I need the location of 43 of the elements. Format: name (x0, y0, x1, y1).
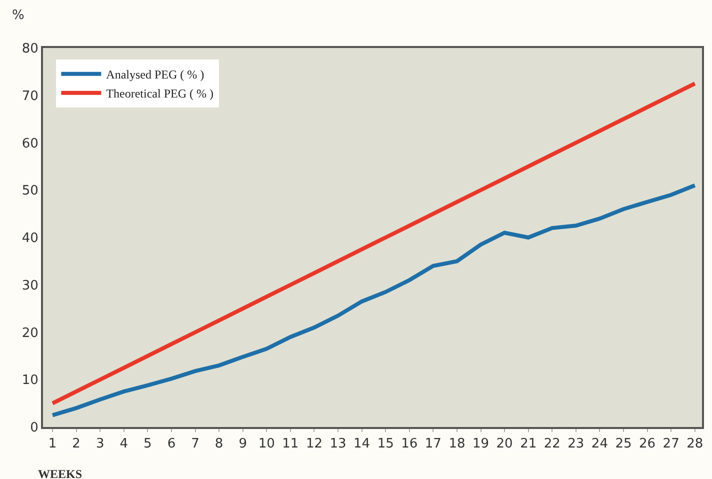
x-tick-label: 4 (120, 436, 128, 452)
line-series (50, 82, 697, 406)
x-tick-label: 28 (686, 436, 704, 452)
x-tick-label: 22 (544, 436, 560, 452)
x-tick-label: 25 (615, 436, 632, 452)
x-tick-label: 23 (568, 436, 584, 452)
x-tick-label: 7 (191, 436, 200, 452)
x-tick-label: 24 (591, 436, 608, 452)
x-tick-label: 10 (258, 436, 275, 452)
legend-label: Theoretical PEG ( % ) (106, 86, 214, 101)
x-tick-label: 19 (472, 436, 490, 452)
line-series (50, 183, 697, 418)
x-axis-title: WEEKS (38, 467, 82, 479)
x-tick-label: 21 (520, 436, 537, 452)
y-axis-title: % (12, 8, 24, 23)
x-tick-label: 11 (282, 436, 299, 452)
y-tick-label: 30 (22, 278, 38, 294)
y-tick-label: 50 (22, 184, 38, 199)
y-tick-label: 60 (22, 136, 38, 152)
x-tick-label: 14 (354, 436, 370, 452)
x-tick-label: 27 (662, 436, 680, 452)
y-tick-label: 40 (22, 231, 38, 246)
x-tick-label: 6 (167, 436, 176, 452)
y-tick-label: 0 (30, 420, 38, 436)
x-tick-label: 2 (72, 436, 80, 452)
x-tick-label: 12 (306, 436, 322, 452)
x-tick-label: 8 (214, 436, 224, 452)
x-tick-label: 18 (448, 436, 466, 452)
y-tick-label: 70 (22, 88, 38, 104)
y-tick-label: 80 (22, 42, 38, 57)
x-tick-label: 3 (96, 436, 104, 452)
x-tick-label: 15 (377, 436, 394, 452)
x-tick-label: 16 (401, 436, 418, 452)
x-tick-label: 13 (330, 436, 346, 452)
x-tick-label: 20 (496, 436, 513, 452)
x-tick-label: 1 (48, 436, 57, 452)
y-tick-label: 20 (22, 326, 38, 341)
x-tick-label: 5 (144, 436, 152, 452)
x-tick-label: 26 (639, 436, 656, 452)
x-tick-label: 9 (238, 436, 247, 452)
legend-label: Analysed PEG ( % ) (106, 68, 204, 82)
y-tick-label: 10 (22, 373, 38, 388)
x-tick-label: 17 (424, 436, 442, 452)
